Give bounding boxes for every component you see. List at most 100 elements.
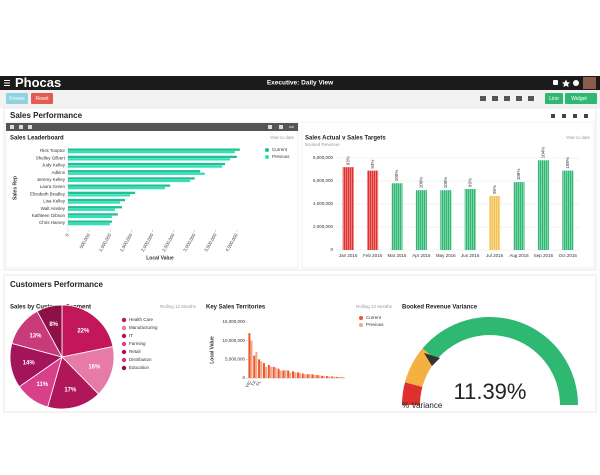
bar	[292, 371, 295, 378]
help-icon[interactable]	[573, 80, 579, 86]
gauge-red	[402, 382, 423, 405]
widget-subtitle: Year to date	[270, 135, 295, 140]
legend-label: Retail	[129, 349, 141, 354]
y-tick-label: 5,000,000	[225, 357, 246, 362]
x-tick-label: Sep 2016	[534, 253, 554, 258]
bar-attainment-label: 108%	[565, 157, 570, 169]
bar	[301, 373, 304, 378]
bar-attainment-label: 100%	[419, 177, 424, 189]
bar-texture	[489, 195, 501, 250]
bar-attainment-label: 96%	[492, 185, 497, 194]
section-title: Customers Performance	[10, 280, 103, 289]
x-tick-label: FL	[255, 379, 262, 386]
bar	[265, 366, 268, 378]
freeze-button[interactable]	[6, 93, 28, 104]
section-title: Sales Performance	[10, 111, 83, 120]
widget-title: Sales Leaderboard	[10, 136, 64, 142]
bar	[330, 376, 333, 378]
legend-label: Previous	[366, 322, 384, 327]
bar	[68, 165, 223, 168]
x-tick-label: Aug 2016	[509, 253, 529, 258]
widget-button[interactable]	[565, 93, 597, 104]
widget-subtitle: Rolling 12 Months	[160, 304, 197, 309]
bar	[279, 370, 282, 378]
bar-attainment-label: 93%	[370, 160, 375, 169]
widget-title: Sales Actual v Sales Targets	[305, 136, 386, 142]
y-tick-label: 6,000,000	[313, 178, 334, 183]
bar	[311, 374, 314, 378]
y-tick-label: 8,000,000	[313, 155, 334, 160]
bar	[250, 340, 253, 378]
menu-icon[interactable]	[4, 80, 10, 86]
toolbar-icons[interactable]	[480, 96, 534, 101]
widget-toolbar-icons[interactable]	[10, 125, 294, 129]
bar	[68, 184, 171, 187]
y-tick-label: Lisa Kelley	[43, 199, 66, 204]
legend-marker	[121, 325, 127, 331]
x-tick-label: Jan 2016	[339, 253, 358, 258]
bar	[287, 370, 290, 378]
chat-icon[interactable]	[553, 80, 558, 85]
bar	[342, 377, 345, 378]
slice-label: 8%	[49, 322, 58, 328]
legend-marker	[359, 316, 363, 320]
panel-icons[interactable]	[551, 114, 588, 118]
bar-attainment-label: 93%	[345, 156, 350, 165]
widget-toolbar	[6, 123, 298, 131]
bar	[248, 333, 251, 378]
legend-marker	[121, 365, 127, 371]
bar-texture	[464, 189, 476, 250]
x-tick-label: Mar 2016	[387, 253, 407, 258]
logo: Phocas	[15, 75, 61, 90]
x-tick-label: Jul 2016	[486, 253, 504, 258]
bar	[68, 206, 123, 209]
bar	[296, 372, 299, 378]
bar	[316, 375, 319, 378]
bar	[321, 375, 324, 378]
bar	[328, 376, 331, 378]
legend-marker	[359, 323, 363, 327]
bar	[326, 376, 328, 378]
freeze-label: Freeze	[9, 96, 25, 102]
line-button[interactable]	[545, 93, 563, 104]
slice-label: 16%	[88, 364, 101, 370]
y-tick-label: Walt Ainsley	[41, 206, 66, 211]
widget-subtitle: Rolling 12 Months	[356, 304, 393, 309]
bar	[337, 377, 340, 378]
legend-label: Manufacturing	[129, 325, 158, 330]
y-tick-label: Jeremy Kelley	[37, 177, 66, 182]
bar	[68, 208, 115, 211]
star-icon[interactable]	[562, 79, 570, 88]
x-tick-label: TX	[250, 380, 257, 387]
avatar[interactable]	[583, 77, 596, 89]
bar	[68, 198, 125, 202]
legend-label: Farming	[129, 341, 146, 346]
reset-button[interactable]	[31, 93, 53, 104]
bar	[294, 372, 297, 378]
widget-label: Widget	[571, 96, 587, 102]
bar	[68, 194, 131, 197]
widget-title: Booked Revenue Variance	[402, 305, 478, 311]
bar	[335, 376, 338, 378]
bar	[68, 220, 112, 223]
bar	[340, 377, 343, 378]
y-tick-label: 10,000,000	[222, 338, 245, 343]
y-tick-label: 2,000,000	[313, 224, 334, 229]
y-tick-label: Chris Harvey	[39, 220, 66, 225]
y-tick-label: Adkins	[51, 170, 65, 175]
slice-label: 22%	[77, 328, 90, 334]
bar	[258, 359, 261, 378]
widget-title: Key Sales Territories	[206, 305, 266, 311]
bar	[282, 370, 285, 378]
bar-texture	[367, 170, 379, 250]
bar-texture	[537, 160, 549, 250]
bar	[68, 151, 235, 154]
y-tick-label: Kathleen Gibson	[32, 213, 66, 218]
bar	[303, 374, 306, 378]
y-axis-title: Local Value	[209, 336, 215, 364]
legend-marker	[265, 148, 269, 152]
bar	[68, 179, 191, 183]
legend-marker	[121, 349, 127, 355]
x-axis-title: Local Value	[146, 255, 174, 261]
